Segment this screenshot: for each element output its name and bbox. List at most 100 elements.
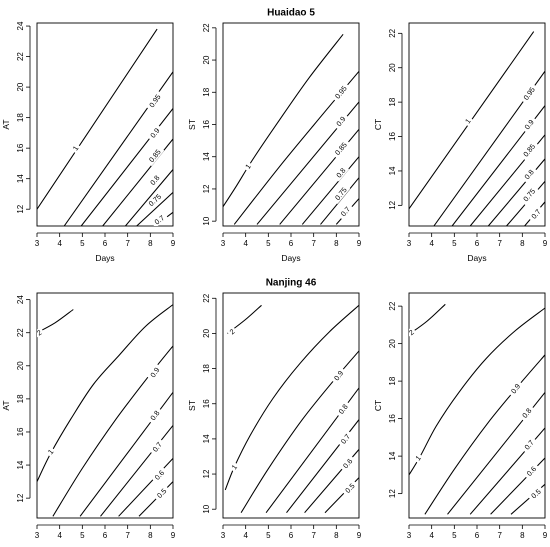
x-axis-label: Days bbox=[281, 253, 300, 263]
x-tick-label: 7 bbox=[311, 239, 316, 248]
contour-lines: 210.90.80.70.60.5 bbox=[224, 304, 359, 514]
contour-lines: 210.90.80.70.60.5 bbox=[37, 304, 173, 517]
contour-label-bg bbox=[339, 454, 356, 473]
y-tick-label: 22 bbox=[16, 52, 25, 61]
x-tick-label: 7 bbox=[497, 239, 502, 248]
x-tick-label: 4 bbox=[429, 531, 434, 540]
contour-label: 1 bbox=[71, 144, 81, 152]
x-tick-label: 6 bbox=[103, 531, 108, 540]
x-tick-label: 9 bbox=[357, 531, 362, 540]
y-tick-label: 20 bbox=[16, 82, 25, 91]
contour-label-bg bbox=[462, 115, 474, 127]
x-tick-label: 4 bbox=[243, 531, 248, 540]
contour-label-bg bbox=[527, 485, 545, 502]
contour-label-bg bbox=[519, 184, 539, 206]
plot-frame bbox=[408, 292, 546, 519]
contour-line-1 bbox=[37, 28, 158, 210]
y-tick-label: 14 bbox=[202, 434, 211, 443]
contour-label-bg bbox=[226, 326, 238, 338]
y-axis-label: CT bbox=[373, 119, 383, 130]
x-tick-label: 6 bbox=[475, 531, 480, 540]
y-tick-label: 14 bbox=[202, 152, 211, 161]
contour-label-bg bbox=[331, 82, 351, 103]
contour-line-2 bbox=[37, 309, 74, 334]
x-tick-label: 4 bbox=[429, 239, 434, 248]
x-tick-label: 8 bbox=[148, 239, 153, 248]
y-tick-label: 20 bbox=[16, 361, 25, 370]
contour-label-bg bbox=[507, 379, 524, 398]
x-tick-label: 7 bbox=[125, 239, 130, 248]
x-tick-label: 9 bbox=[171, 239, 176, 248]
x-tick-label: 6 bbox=[289, 531, 294, 540]
contour-line-1 bbox=[37, 304, 173, 482]
x-tick-label: 5 bbox=[452, 531, 457, 540]
x-tick-label: 9 bbox=[543, 531, 548, 540]
contour-label-bg bbox=[337, 430, 354, 448]
y-tick-label: 22 bbox=[388, 301, 397, 310]
y-tick-label: 12 bbox=[388, 489, 397, 498]
x-tick-label: 4 bbox=[57, 239, 62, 248]
contour-label: 1 bbox=[413, 454, 423, 463]
y-tick-label: 24 bbox=[16, 21, 25, 30]
contour-label-bg bbox=[330, 366, 347, 385]
y-tick-label: 16 bbox=[388, 132, 397, 141]
contour-label-bg bbox=[242, 160, 254, 172]
contour-label: 2 bbox=[407, 328, 416, 337]
contour-label-bg bbox=[341, 479, 359, 497]
contour-label: 1 bbox=[243, 162, 253, 170]
contour-line-0.75 bbox=[136, 192, 173, 226]
x-tick-label: 3 bbox=[35, 239, 40, 248]
y-axis-label: ST bbox=[187, 119, 197, 130]
y-tick-label: 22 bbox=[388, 28, 397, 37]
y-axis-label: AT bbox=[1, 119, 11, 129]
contour-line-0.5 bbox=[138, 481, 173, 517]
contour-line-0.9 bbox=[240, 350, 359, 513]
y-axis-label: ST bbox=[187, 400, 197, 411]
contour-line-0.9 bbox=[52, 345, 173, 517]
y-tick-label: 20 bbox=[202, 55, 211, 64]
y-tick-label: 22 bbox=[16, 328, 25, 337]
y-tick-label: 14 bbox=[16, 174, 25, 183]
y-tick-label: 18 bbox=[388, 376, 397, 385]
contour-line-0.9 bbox=[424, 354, 545, 515]
contour-panel-5: 3456789Days10121416182022ST210.90.80.70.… bbox=[187, 292, 362, 547]
contour-label-bg bbox=[331, 183, 351, 205]
contour-label-bg bbox=[145, 145, 165, 167]
x-tick-label: 5 bbox=[452, 239, 457, 248]
y-tick-label: 20 bbox=[202, 328, 211, 337]
x-tick-label: 5 bbox=[80, 239, 85, 248]
contour-label-bg bbox=[520, 165, 538, 184]
contour-lines: 10.950.90.850.80.750.7 bbox=[223, 33, 359, 225]
contour-label-bg bbox=[412, 452, 424, 464]
contour-lines: 10.950.90.850.80.750.7 bbox=[409, 31, 545, 226]
x-tick-label: 6 bbox=[475, 239, 480, 248]
x-axis-label: Days bbox=[95, 545, 114, 547]
contour-label: 0.7 bbox=[153, 213, 166, 226]
group-title: Huaidao 5 bbox=[267, 8, 315, 19]
x-tick-label: 3 bbox=[221, 239, 226, 248]
x-tick-label: 9 bbox=[171, 531, 176, 540]
contour-label-bg bbox=[519, 140, 539, 161]
contour-label-bg bbox=[520, 83, 539, 104]
contour-label-bg bbox=[151, 466, 168, 484]
x-tick-label: 8 bbox=[334, 531, 339, 540]
y-tick-label: 12 bbox=[202, 184, 211, 193]
y-tick-label: 18 bbox=[16, 394, 25, 403]
contour-panel-1: 3 4 5 6 7 8 9 Days 12 14 16 18 20 22 24 AT 10.950.90.850… bbox=[1, 21, 176, 263]
y-tick-label: 24 bbox=[16, 295, 25, 304]
contour-lines: 10.950.90.850.80.750.7 bbox=[37, 28, 173, 226]
y-tick-label: 12 bbox=[16, 204, 25, 213]
y-tick-label: 20 bbox=[388, 63, 397, 72]
contour-label-bg bbox=[149, 438, 166, 456]
contour-label-bg bbox=[150, 211, 169, 226]
contour-label-bg bbox=[522, 462, 540, 480]
y-tick-label: 18 bbox=[16, 113, 25, 122]
y-tick-label: 14 bbox=[16, 460, 25, 469]
x-tick-label: 8 bbox=[520, 531, 525, 540]
contour-label-bg bbox=[409, 326, 417, 339]
x-tick-label: 7 bbox=[497, 531, 502, 540]
contour-label: 2 bbox=[228, 327, 237, 336]
x-axis-label: Days bbox=[467, 545, 486, 547]
contour-line-0.9 bbox=[80, 108, 173, 226]
x-axis-label: Days bbox=[467, 253, 486, 263]
